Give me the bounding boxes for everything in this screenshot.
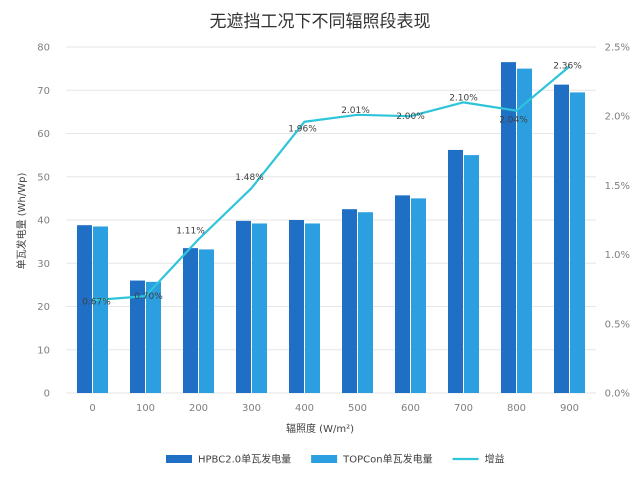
bar: [501, 62, 516, 393]
bar: [448, 149, 463, 393]
y-tick-label: 80: [37, 43, 50, 54]
legend-swatch: [311, 455, 338, 463]
bar-series: [77, 62, 585, 393]
y-tick-label: 40: [37, 216, 50, 227]
x-tick-label: 400: [295, 403, 314, 414]
y-tick-label: 70: [37, 86, 50, 97]
bar: [464, 155, 479, 393]
bar: [130, 280, 145, 393]
bar: [395, 195, 410, 393]
bar: [305, 223, 320, 393]
legend-label: 增益: [485, 453, 505, 466]
data-label: 1.11%: [176, 226, 205, 236]
axis-ticks: 0 10 20 30 40 50 60 70 80 0.0% 0.5% 1.0% 1.5% 2.0% 2.5…: [37, 43, 630, 415]
y-axis-label: 单瓦发电量 (Wh/Wp): [15, 172, 28, 269]
y-tick-label: 30: [37, 259, 50, 270]
legend-label: TOPCon单瓦发电量: [342, 453, 432, 466]
y2-tick-label: 2.0%: [605, 112, 630, 123]
y-tick-label: 10: [37, 345, 50, 356]
y-tick-label: 0: [44, 389, 50, 400]
x-tick-label: 500: [348, 403, 367, 414]
bar: [358, 212, 373, 393]
gain-line: [92, 65, 571, 302]
y-tick-label: 20: [37, 302, 50, 313]
bar: [146, 281, 161, 393]
bar: [77, 225, 92, 393]
y2-tick-label: 0.0%: [605, 389, 630, 400]
bar: [570, 92, 585, 393]
x-tick-label: 600: [401, 403, 420, 414]
gain-line-series: 0.67% 0.70% 1.11% 1.48% 1.96% 2.01% 2.00% 2.10%…: [82, 61, 582, 307]
data-label: 0.67%: [82, 297, 111, 307]
x-tick-label: 900: [560, 403, 579, 414]
data-label: 2.10%: [449, 93, 478, 103]
y2-tick-label: 1.5%: [605, 181, 630, 192]
x-tick-label: 300: [242, 403, 261, 414]
data-label: 2.00%: [396, 112, 425, 122]
data-label: 1.96%: [288, 125, 317, 135]
data-label: 0.70%: [134, 292, 163, 302]
y2-tick-label: 0.5%: [605, 319, 630, 330]
x-tick-label: 700: [454, 403, 473, 414]
legend: HPBC2.0单瓦发电量 TOPCon单瓦发电量 增益: [166, 453, 505, 466]
bar: [93, 226, 108, 393]
y2-tick-label: 1.0%: [605, 250, 630, 261]
legend-swatch: [166, 455, 192, 463]
bar: [554, 84, 569, 393]
data-label: 2.04%: [499, 116, 528, 126]
y-tick-label: 60: [37, 129, 50, 140]
x-axis-label: 辐照度 (W/m²): [286, 422, 354, 435]
y2-tick-label: 2.5%: [605, 43, 630, 54]
y-tick-label: 50: [37, 172, 50, 183]
bar: [236, 220, 251, 393]
bar: [289, 220, 304, 393]
data-label: 1.48%: [235, 173, 264, 183]
bar: [199, 249, 214, 393]
x-tick-label: 800: [507, 403, 526, 414]
x-tick-label: 100: [136, 403, 155, 414]
x-tick-label: 0: [89, 403, 95, 414]
bar: [342, 209, 357, 393]
bar: [411, 198, 426, 393]
legend-label: HPBC2.0单瓦发电量: [198, 453, 291, 466]
bar: [517, 68, 532, 393]
chart-title: 无遮挡工况下不同辐照段表现: [210, 12, 431, 32]
bar: [183, 248, 198, 393]
grid-lines: [66, 46, 596, 394]
bar: [252, 223, 267, 393]
data-label: 2.36%: [553, 61, 582, 71]
data-label: 2.01%: [341, 106, 370, 116]
x-tick-label: 200: [189, 403, 208, 414]
